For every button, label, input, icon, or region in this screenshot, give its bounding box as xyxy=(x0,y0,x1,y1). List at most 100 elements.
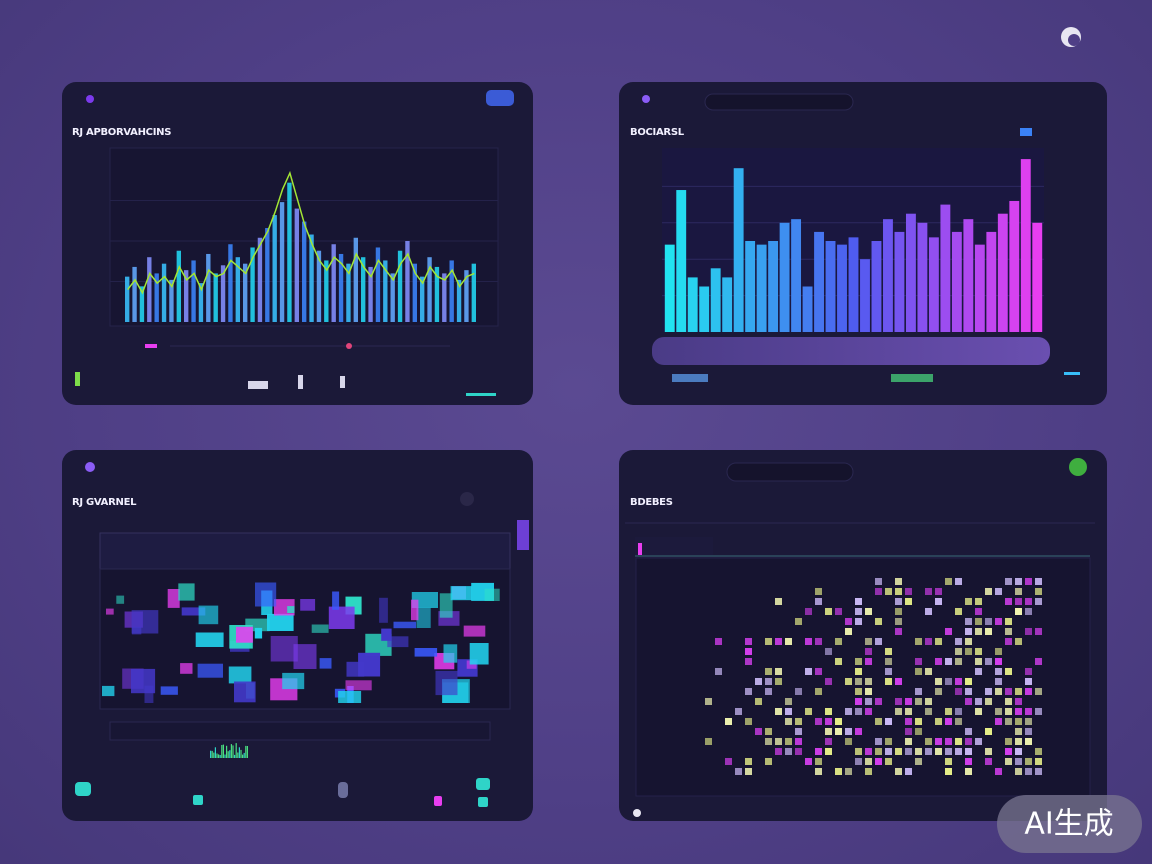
heat-cell xyxy=(825,648,832,655)
bar xyxy=(825,241,836,332)
bar xyxy=(132,266,137,322)
heat-cell xyxy=(885,668,892,675)
heat-cell xyxy=(745,758,752,765)
scroll-thumb[interactable] xyxy=(346,343,352,349)
bar xyxy=(161,263,167,322)
bar xyxy=(169,279,174,322)
heat-cell xyxy=(1005,708,1012,715)
heat-cell xyxy=(935,748,942,755)
heat-cell xyxy=(955,688,962,695)
heat-cell xyxy=(965,678,972,685)
heat-cell xyxy=(985,658,992,665)
tab-indicator xyxy=(638,543,642,555)
control[interactable] xyxy=(75,782,91,796)
decor-block xyxy=(254,627,263,639)
heat-cell xyxy=(895,598,902,605)
panel-title: BOCIARSL xyxy=(630,127,685,138)
status-badge[interactable] xyxy=(1069,458,1087,476)
header-button[interactable] xyxy=(460,492,474,506)
heat-cell xyxy=(985,628,992,635)
heat-cell xyxy=(1035,688,1042,695)
control[interactable] xyxy=(478,797,488,807)
decor-block xyxy=(255,582,277,607)
decor-block xyxy=(160,686,178,695)
status-dot xyxy=(86,95,94,103)
bar xyxy=(412,263,417,322)
heat-cell xyxy=(1005,738,1012,745)
decor-block xyxy=(267,613,294,631)
heat-cell xyxy=(795,748,802,755)
heat-cell xyxy=(885,648,892,655)
decor-block xyxy=(195,632,224,647)
bar xyxy=(471,263,476,322)
heat-cell xyxy=(775,708,782,715)
progress xyxy=(466,393,496,396)
heat-cell xyxy=(985,588,992,595)
heat-cell xyxy=(775,748,782,755)
legend-swatch xyxy=(1020,128,1032,136)
range-slider[interactable] xyxy=(652,337,1050,365)
heat-cell xyxy=(805,708,812,715)
heat-cell xyxy=(995,708,1002,715)
bar xyxy=(456,279,462,322)
decor-block xyxy=(300,599,316,611)
heat-cell xyxy=(1015,638,1022,645)
decor-block xyxy=(242,754,244,758)
decor-block xyxy=(235,743,237,758)
control[interactable] xyxy=(248,381,268,389)
control[interactable] xyxy=(338,782,348,798)
table-row xyxy=(109,721,491,741)
heat-cell xyxy=(785,748,792,755)
status-dot xyxy=(85,462,95,472)
heat-cell xyxy=(935,658,942,665)
heat-cell xyxy=(995,678,1002,685)
heat-cell xyxy=(1035,598,1042,605)
heat-cell xyxy=(955,718,962,725)
heat-cell xyxy=(705,698,712,705)
heat-cell xyxy=(1025,628,1032,635)
heat-cell xyxy=(825,708,832,715)
bar xyxy=(331,244,336,322)
header-button[interactable] xyxy=(486,90,514,106)
heat-cell xyxy=(905,588,912,595)
heat-cell xyxy=(945,748,952,755)
heat-cell xyxy=(865,648,872,655)
decor-block xyxy=(211,750,213,758)
heat-cell xyxy=(865,638,872,645)
search-box[interactable] xyxy=(704,93,854,111)
heat-cell xyxy=(875,638,882,645)
bar xyxy=(302,221,307,322)
control[interactable] xyxy=(340,376,345,388)
heat-cell xyxy=(795,728,802,735)
search-box[interactable] xyxy=(726,462,854,482)
heat-cell xyxy=(815,588,822,595)
control[interactable] xyxy=(476,778,490,790)
heat-cell xyxy=(815,758,822,765)
heat-cell xyxy=(865,708,872,715)
scrollbar[interactable] xyxy=(517,520,529,550)
control[interactable] xyxy=(434,796,442,806)
bar xyxy=(997,213,1008,332)
decor-block xyxy=(238,747,240,758)
bar xyxy=(420,276,425,322)
heat-cell xyxy=(1035,768,1042,775)
decor-block xyxy=(227,751,229,758)
heat-cell xyxy=(965,638,972,645)
decor-block xyxy=(181,607,206,616)
heat-cell xyxy=(925,698,932,705)
heat-cell xyxy=(855,658,862,665)
heat-cell xyxy=(815,748,822,755)
heat-cell xyxy=(855,678,862,685)
bar xyxy=(917,222,928,332)
control[interactable] xyxy=(193,795,203,805)
heat-cell xyxy=(975,698,982,705)
ai-badge-label: AI生成 xyxy=(1024,807,1113,842)
bar xyxy=(894,231,905,332)
decor-block xyxy=(106,608,114,615)
decor-block xyxy=(484,588,500,601)
bar xyxy=(287,182,292,322)
heat-cell xyxy=(995,688,1002,695)
corner-icon[interactable] xyxy=(1061,27,1081,47)
control[interactable] xyxy=(298,375,303,389)
tab[interactable] xyxy=(635,537,713,555)
